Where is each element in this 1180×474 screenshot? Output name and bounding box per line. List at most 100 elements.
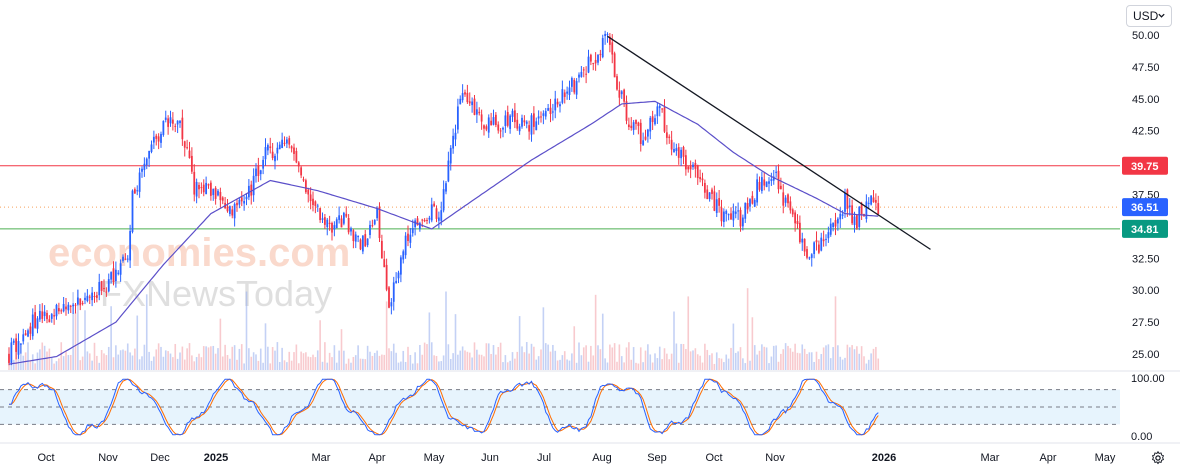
candle-body: [594, 59, 597, 64]
volume-bar: [369, 351, 371, 370]
volume-bar: [599, 349, 602, 370]
candle-body: [772, 176, 775, 181]
volume-bar: [29, 359, 32, 370]
candle-body: [340, 218, 343, 228]
volume-bar: [514, 358, 516, 370]
candle-body: [789, 201, 792, 211]
volume-bar: [867, 359, 870, 370]
currency-select[interactable]: USD: [1126, 5, 1172, 27]
candle-body: [162, 120, 165, 135]
candle-body: [67, 304, 70, 311]
volume-bar: [93, 342, 96, 370]
volume-bar: [763, 346, 766, 370]
price-axis[interactable]: 50.0047.5045.0042.5037.5032.5030.0027.50…: [1122, 30, 1168, 361]
candle-body: [730, 213, 732, 220]
volume-bar: [739, 347, 742, 370]
volume-bar: [259, 348, 262, 370]
volume-bar: [411, 363, 414, 370]
candle-body: [675, 148, 678, 152]
candle-body: [136, 190, 139, 192]
volume-bar: [274, 350, 276, 370]
volume-bar: [863, 356, 865, 370]
volume-bar: [689, 351, 692, 370]
candle-body: [677, 147, 680, 158]
volume-bar: [718, 358, 720, 370]
candle-body: [739, 209, 742, 227]
candle-body: [15, 338, 18, 352]
candle-body: [269, 146, 272, 149]
volume-bar: [452, 353, 454, 370]
volume-bar: [780, 353, 782, 370]
candle-body: [549, 107, 552, 115]
volume-bar: [333, 345, 336, 370]
candle-body: [262, 159, 265, 169]
current-price-badge: [1122, 198, 1168, 217]
volume-bar: [229, 358, 231, 370]
price-tick-label: 50.00: [1132, 30, 1160, 42]
volume-bar: [20, 343, 22, 370]
candle-body: [238, 199, 241, 205]
time-axis[interactable]: Oct Nov Dec 2025 Mar Apr May Jun Jul Aug Sep Oct Nov…: [0, 442, 1180, 464]
volume-bar: [392, 343, 395, 370]
volume-bar: [651, 362, 654, 370]
volume-bar: [547, 344, 549, 370]
volume-bar: [601, 313, 604, 370]
volume-bar: [837, 345, 839, 370]
volume-bar: [400, 361, 402, 370]
candle-body: [665, 132, 668, 138]
candle-body: [50, 314, 53, 319]
candle-body: [430, 204, 433, 221]
trendline[interactable]: [607, 35, 931, 250]
candle-body: [176, 120, 179, 125]
volume-bar: [692, 350, 694, 370]
candle-body: [181, 117, 184, 140]
volume-bar: [143, 344, 146, 370]
candle-body: [846, 189, 849, 209]
volume-bar: [447, 344, 450, 370]
volume-bar: [179, 352, 181, 370]
gear-icon[interactable]: [1150, 450, 1166, 466]
stochastic-oscillator: 100.00 0.00: [0, 370, 1180, 443]
candle-body: [559, 104, 561, 107]
candle-body: [784, 197, 787, 203]
volume-bar: [138, 359, 141, 370]
volume-bar: [22, 355, 25, 370]
candle-body: [435, 208, 438, 219]
volume-bar: [613, 343, 616, 370]
candle-body: [687, 166, 690, 170]
volume-bar: [100, 350, 103, 370]
volume-bar: [207, 347, 210, 370]
candle-body: [834, 220, 837, 227]
candle-body: [613, 53, 616, 78]
candle-body: [95, 295, 98, 298]
candle-body: [848, 205, 851, 208]
candle-body: [155, 135, 158, 139]
volume-bar: [129, 352, 131, 370]
candle-body: [794, 212, 797, 224]
candle-body: [787, 194, 789, 204]
volume-bar: [357, 345, 359, 370]
volume-bar: [476, 349, 478, 370]
candle-body: [347, 217, 350, 233]
candle-body: [711, 189, 713, 194]
candle-body: [466, 92, 469, 103]
candle-body: [200, 187, 203, 189]
volume-bar: [231, 346, 234, 370]
volume-bar: [69, 354, 72, 370]
volume-bar: [851, 345, 853, 370]
candle-body: [471, 101, 474, 106]
volume-bar: [701, 362, 704, 370]
candle-body: [283, 142, 286, 144]
candle-body: [122, 256, 124, 261]
candle-body: [371, 225, 374, 227]
candle-body: [209, 182, 212, 196]
candle-body: [684, 155, 687, 170]
volume-bar: [366, 345, 369, 370]
volume-bar: [248, 348, 250, 370]
candle-body: [725, 210, 728, 215]
candle-body: [357, 236, 360, 238]
candle-body: [637, 122, 640, 127]
candle-body: [566, 91, 569, 94]
candle-body: [300, 167, 303, 176]
